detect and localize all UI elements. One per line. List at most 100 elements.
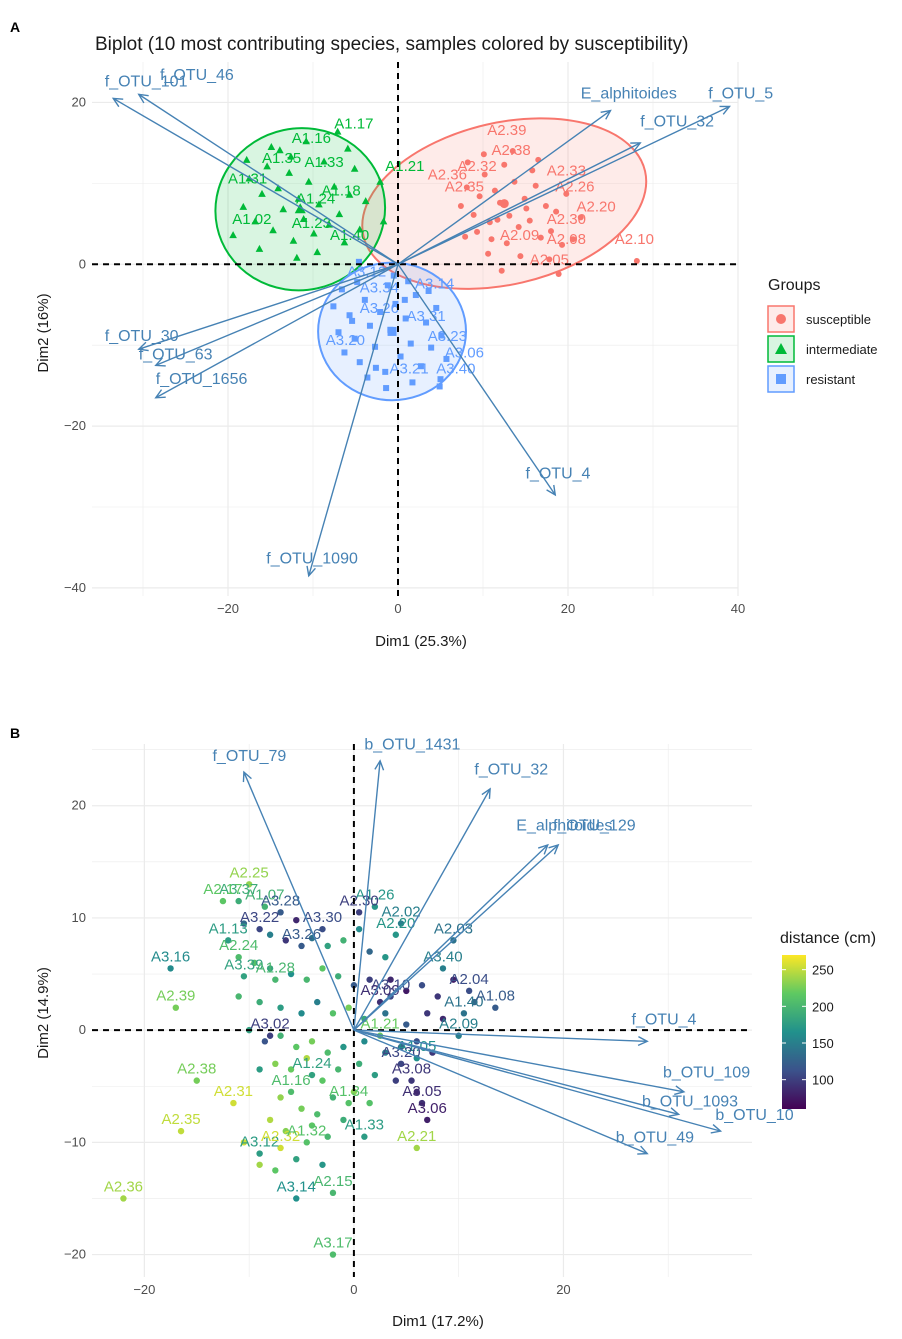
sample-point <box>366 1099 373 1107</box>
sample-label: A2.35 <box>161 1111 200 1128</box>
loading-arrow: f_OTU_4 <box>353 1012 697 1047</box>
x-tick-label: 40 <box>731 601 745 616</box>
arrow-shaft <box>155 263 399 399</box>
sample-point <box>413 1144 420 1152</box>
sample-point <box>361 1038 368 1045</box>
sample-label: A3.26 <box>360 300 399 317</box>
sample-point <box>245 881 253 888</box>
loading-arrow: f_OTU_101 <box>105 73 399 265</box>
legend-item: susceptible <box>767 305 871 333</box>
sample-point <box>355 925 363 933</box>
arrow-head <box>306 565 316 578</box>
panel-a-tag: A <box>10 19 20 35</box>
sample-point <box>266 1032 274 1039</box>
sample-point <box>340 238 349 246</box>
sample-label: A1.16 <box>271 1072 310 1089</box>
sample-point <box>517 253 524 260</box>
arrow-head <box>537 843 549 855</box>
loading-arrows: f_OTU_46f_OTU_101 E_alphitoides f_OTU_5 f_O… <box>105 67 773 578</box>
sample-point <box>266 965 274 972</box>
legend-label: resistant <box>806 372 856 387</box>
y-tick-label: 20 <box>72 94 86 109</box>
loading-arrow: f_OTU_46 <box>137 67 399 265</box>
sample-point <box>532 182 539 189</box>
sample-point <box>269 226 277 234</box>
sample-label: A3.28 <box>261 892 300 909</box>
sample-label: A3.31 <box>407 308 446 325</box>
sample-point <box>423 319 430 326</box>
sample-point <box>437 376 444 383</box>
sample-point <box>272 1060 279 1068</box>
panel-b-tag: B <box>10 725 20 741</box>
sample-label: A3.12 <box>240 1134 279 1151</box>
axis-ticks: −20 0 20 −20 −10 0 10 20 <box>64 798 571 1297</box>
sample-label: A2.39 <box>156 988 195 1005</box>
sample-point <box>409 379 416 386</box>
arrow-shaft <box>353 1029 648 1043</box>
sample-point <box>476 193 483 200</box>
sample-label: A3.02 <box>250 1016 289 1033</box>
arrow-label: f_OTU_32 <box>640 114 714 131</box>
legend-item: resistant <box>767 365 856 393</box>
sample-point <box>491 187 498 194</box>
sample-label: A2.36 <box>428 166 467 183</box>
sample-point <box>229 231 237 239</box>
sample-label: A2.30 <box>340 892 379 909</box>
sample-label: A2.20 <box>577 199 616 216</box>
sample-point <box>235 954 242 961</box>
sample-label: A2.32 <box>261 1128 300 1145</box>
sample-point <box>392 931 400 938</box>
sample-point <box>346 312 353 319</box>
sample-label: A3.08 <box>392 1061 431 1078</box>
arrow-head <box>137 341 149 352</box>
x-tick-label: 20 <box>561 601 575 616</box>
sample-label: A3.20 <box>381 1044 420 1061</box>
sample-point <box>304 177 313 185</box>
arrow-label: f_OTU_4 <box>526 466 591 483</box>
x-axis-label: Dim1 (17.2%) <box>392 1313 484 1330</box>
sample-point <box>285 168 293 176</box>
sample-point <box>382 368 389 375</box>
sample-point <box>382 1049 389 1056</box>
colorbar-tick-label: 250 <box>812 963 834 978</box>
arrow-label: f_OTU_1090 <box>266 551 358 568</box>
panel-a: A Biplot (10 most contributing species, … <box>10 19 878 650</box>
arrow-shaft <box>308 264 399 576</box>
arrow-head <box>481 787 491 799</box>
reference-lines <box>92 744 752 1277</box>
sample-point <box>366 948 373 955</box>
sample-label: A3.14 <box>415 276 454 293</box>
loading-arrow: f_OTU_1090 <box>266 264 399 578</box>
sample-point <box>293 1043 300 1051</box>
sample-label: A1.33 <box>305 154 344 171</box>
loading-arrow: b_OTU_10 <box>353 1029 794 1134</box>
sample-point <box>240 920 248 927</box>
x-tick-label: 0 <box>350 1282 357 1297</box>
sample-point <box>289 236 298 244</box>
sample-label: A1.23 <box>292 215 331 232</box>
sample-label: A2.30 <box>547 211 586 228</box>
y-tick-label: −40 <box>64 580 86 595</box>
sample-point <box>324 942 331 950</box>
sample-label: A2.05 <box>530 251 569 268</box>
sample-point <box>364 374 371 381</box>
sample-point <box>329 1010 337 1017</box>
sample-point <box>240 1139 248 1146</box>
sample-point <box>334 973 342 980</box>
sample-label: A1.24 <box>292 1055 331 1072</box>
sample-label: A3.22 <box>240 909 279 926</box>
sample-point <box>371 903 379 910</box>
loading-arrow: E_alphitoides <box>353 817 612 1031</box>
loading-arrow: f_OTU_4 <box>397 263 591 497</box>
arrow-label: f_OTU_46 <box>160 67 234 84</box>
colorbar-gradient <box>782 955 806 1109</box>
sample-point <box>463 184 470 191</box>
sample-point <box>464 159 471 166</box>
sample-label: A2.10 <box>615 231 654 248</box>
sample-point <box>282 1127 290 1135</box>
sample-point <box>120 1195 127 1202</box>
sample-label: A1.21 <box>385 158 424 175</box>
sample-point <box>261 903 269 910</box>
loading-arrows: f_OTU_79 b_OTU_1431 f_OTU_32 E_alphitoidesf… <box>212 737 794 1155</box>
